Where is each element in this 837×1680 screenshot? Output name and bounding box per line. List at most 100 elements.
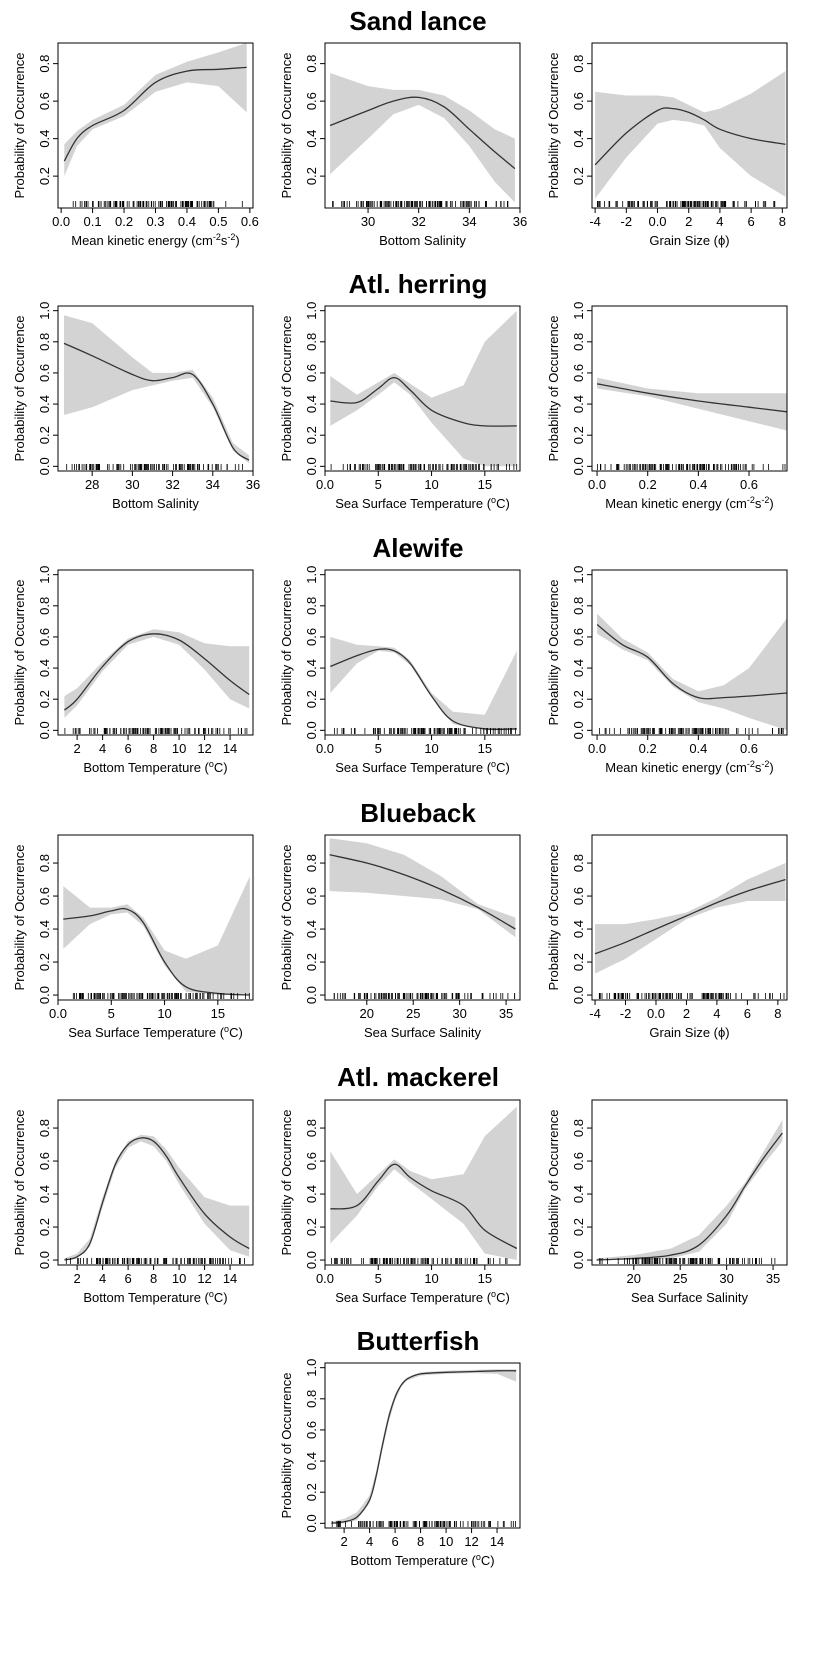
y-tick-label: 0.4 [37, 130, 52, 148]
y-tick-label: 0.8 [37, 597, 52, 615]
y-tick-label: 1.0 [304, 566, 319, 584]
y-tick-label: 0.4 [571, 659, 586, 677]
x-tick-label: 4 [99, 1271, 106, 1286]
plot-frame [57, 305, 254, 472]
rug-marks [599, 1258, 776, 1264]
y-tick-label: 1.0 [304, 302, 319, 320]
x-axis-label: Bottom Temperature (oC) [83, 759, 227, 775]
rug-marks [331, 1258, 508, 1264]
fitted-line [63, 907, 250, 996]
y-tick-label: 0.8 [37, 333, 52, 351]
y-tick-label: 0.6 [37, 92, 52, 110]
x-axis-label: Mean kinetic energy (cm-2s-2) [605, 759, 774, 775]
confidence-band [64, 1134, 250, 1260]
x-tick-label: 0.4 [178, 214, 196, 229]
panel: 0.0 5 10 15 0.0 0.2 0.4 0.6 0.8 1.0 Probability of… [279, 302, 521, 511]
x-tick-label: -4 [589, 1006, 601, 1021]
y-axis-label: Probability of Occurrence [279, 580, 294, 726]
x-tick-label: 4 [716, 214, 723, 229]
x-tick-label: 28 [85, 477, 99, 492]
x-tick-label: 8 [150, 1271, 157, 1286]
fitted-line [330, 376, 517, 427]
panel: -4 -2 0.0 2 4 6 8 0.0 0.2 0.4 0.6 0.8 Probability of… [546, 834, 788, 1040]
y-tick-label: 0.6 [37, 887, 52, 905]
x-tick-label: 12 [464, 1534, 478, 1549]
x-tick-label: 0.2 [639, 477, 657, 492]
x-tick-label: 10 [424, 477, 438, 492]
y-tick-label: 0.0 [571, 986, 586, 1004]
species-title: Alewife [372, 533, 463, 563]
y-tick-label: 0.6 [37, 628, 52, 646]
y-tick-label: 0.0 [304, 986, 319, 1004]
y-axis-label: Probability of Occurrence [546, 845, 561, 991]
y-tick-label: 0.0 [304, 457, 319, 475]
panel: 2 4 6 8 10 12 14 0.0 0.2 0.4 0.6 0.8 Probability of … [12, 1099, 254, 1305]
confidence-band [330, 1106, 517, 1260]
x-tick-label: 32 [165, 477, 179, 492]
x-tick-label: 10 [439, 1534, 453, 1549]
confidence-band [330, 73, 515, 203]
x-tick-label: 25 [406, 1006, 420, 1021]
x-axis-label: Grain Size (ϕ) [649, 1025, 729, 1040]
panel: -4 -2 0.0 2 4 6 8 0.2 0.4 0.6 0.8 Probability of Oc… [546, 42, 788, 248]
x-tick-label: 0.0 [49, 1006, 67, 1021]
y-tick-label: 0.6 [571, 92, 586, 110]
panel: 0.0 0.2 0.4 0.6 0.0 0.2 0.4 0.6 0.8 1.0 Probabilit… [546, 566, 788, 775]
x-tick-label: 14 [223, 1271, 237, 1286]
x-tick-label: 12 [197, 1271, 211, 1286]
y-tick-label: 0.2 [37, 690, 52, 708]
y-tick-label: 0.2 [571, 1218, 586, 1236]
y-tick-label: 0.2 [571, 690, 586, 708]
plot-frame [57, 1099, 254, 1266]
x-tick-label: 36 [513, 214, 527, 229]
y-tick-label: 0.4 [571, 920, 586, 938]
x-tick-label: 10 [157, 1006, 171, 1021]
y-tick-label: 0.0 [37, 721, 52, 739]
y-tick-label: 1.0 [571, 566, 586, 584]
y-tick-label: 0.8 [571, 854, 586, 872]
x-tick-label: 8 [774, 1006, 781, 1021]
x-tick-label: 35 [766, 1271, 780, 1286]
y-tick-label: 0.6 [304, 364, 319, 382]
y-tick-label: 1.0 [571, 302, 586, 320]
panel: 2 4 6 8 10 12 14 0.0 0.2 0.4 0.6 0.8 1.0 Probability … [279, 1359, 521, 1568]
x-tick-label: 0.0 [588, 477, 606, 492]
y-tick-label: 0.2 [37, 167, 52, 185]
y-tick-label: 0.8 [304, 333, 319, 351]
x-tick-label: 0.4 [689, 477, 707, 492]
x-tick-label: 0.4 [689, 741, 707, 756]
x-tick-label: 35 [499, 1006, 513, 1021]
x-tick-label: 8 [150, 741, 157, 756]
y-tick-label: 0.2 [571, 426, 586, 444]
y-axis-label: Probability of Occurrence [12, 53, 27, 199]
y-tick-label: 0.8 [37, 854, 52, 872]
fitted-line [594, 107, 786, 166]
plot-frame [57, 834, 254, 1001]
x-axis-label: Mean kinetic energy (cm-2s-2) [605, 495, 774, 511]
y-tick-label: 0.4 [304, 395, 319, 413]
x-axis-label: Bottom Salinity [379, 233, 466, 248]
y-tick-label: 1.0 [37, 566, 52, 584]
rug-marks [599, 728, 787, 734]
y-tick-label: 1.0 [37, 302, 52, 320]
x-axis-label: Sea Surface Temperature (oC) [335, 759, 510, 775]
x-axis-label: Grain Size (ϕ) [649, 233, 729, 248]
x-tick-label: 0.0 [316, 477, 334, 492]
rug-marks [597, 201, 776, 207]
plot-frame [324, 1362, 521, 1529]
x-tick-label: 0.2 [639, 741, 657, 756]
plot-frame [324, 42, 521, 209]
x-tick-label: 0.0 [648, 214, 666, 229]
x-tick-label: 0.0 [52, 214, 70, 229]
rug-marks [333, 993, 516, 999]
panel: 30 32 34 36 0.2 0.4 0.6 0.8 Probability of Occur… [279, 42, 527, 248]
x-tick-label: 6 [744, 1006, 751, 1021]
y-tick-label: 0.4 [304, 659, 319, 677]
y-tick-label: 0.0 [304, 1251, 319, 1269]
y-tick-label: 0.8 [571, 1119, 586, 1137]
confidence-band [64, 629, 250, 718]
panel: 2 4 6 8 10 12 14 0.0 0.2 0.4 0.6 0.8 1.0 Probability … [12, 566, 254, 775]
confidence-band [329, 838, 516, 938]
x-tick-label: 20 [360, 1006, 374, 1021]
